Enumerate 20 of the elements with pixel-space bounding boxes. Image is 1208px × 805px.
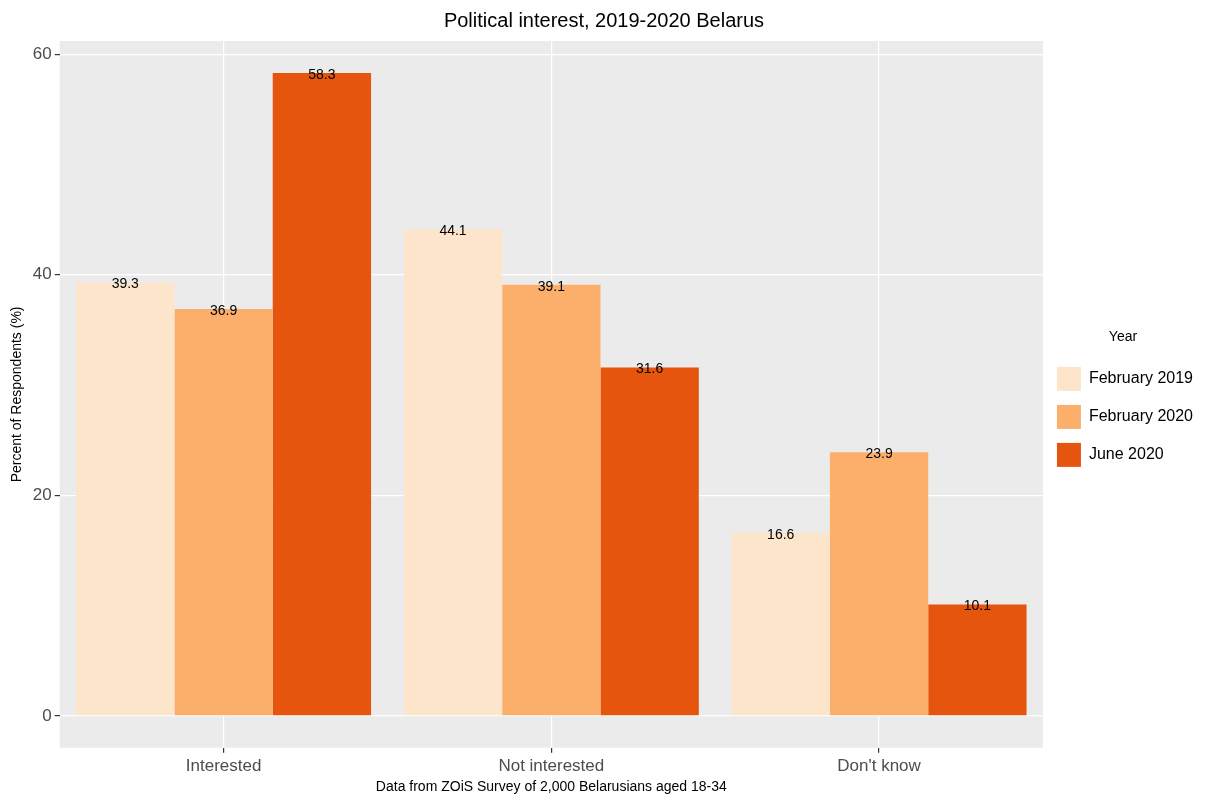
- y-tick-label: 20: [32, 484, 52, 504]
- data-label: 44.1: [439, 222, 467, 239]
- data-label: 16.6: [767, 525, 795, 542]
- y-tick-label: 60: [32, 43, 52, 63]
- y-axis-title: Percent of Respondents (%): [8, 306, 25, 483]
- x-tick-label: Don't know: [837, 755, 922, 775]
- x-axis-title: Data from ZOiS Survey of 2,000 Belarusians aged 18-34: [375, 778, 728, 795]
- data-label: 36.9: [209, 301, 238, 318]
- data-label: 39.1: [537, 277, 566, 294]
- data-label: 23.9: [865, 445, 893, 462]
- data-label: 39.3: [111, 275, 140, 292]
- y-tick-label: 40: [32, 264, 52, 284]
- legend-title: Year: [1108, 327, 1138, 344]
- legend-label: February 2020: [1088, 407, 1194, 425]
- y-tick-label: 0: [42, 705, 52, 725]
- x-tick-label: Interested: [185, 755, 262, 775]
- x-tick-label: Not interested: [498, 755, 605, 775]
- legend-label: February 2019: [1088, 369, 1194, 387]
- chart-title: Political interest, 2019-2020 Belarus: [443, 8, 765, 31]
- legend-label: June 2020: [1088, 445, 1164, 463]
